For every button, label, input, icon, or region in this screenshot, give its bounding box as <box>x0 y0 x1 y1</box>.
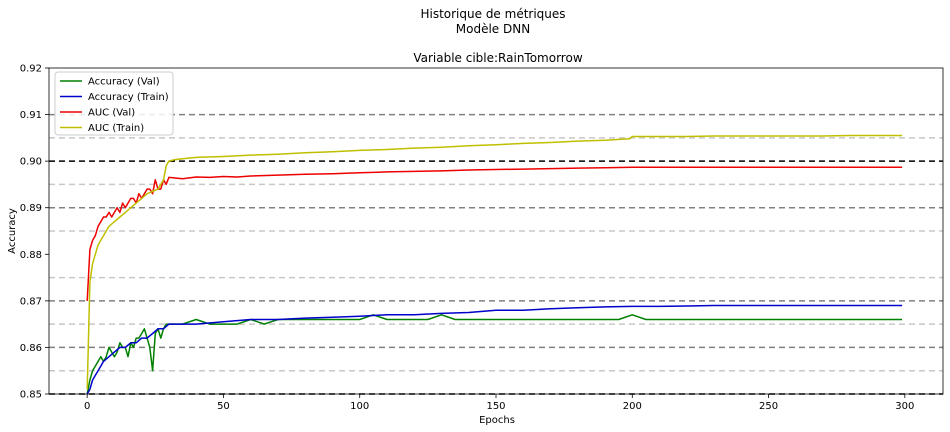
y-tick-label: 0.88 <box>20 250 42 261</box>
series-line-1 <box>86 304 903 395</box>
legend-label-3: AUC (Train) <box>88 123 144 134</box>
legend-box <box>54 71 174 136</box>
x-tick-label: 200 <box>623 401 642 412</box>
y-tick-label: 0.90 <box>20 157 42 168</box>
figure-title: Historique de métriques <box>420 7 565 21</box>
y-tick-label: 0.85 <box>20 390 42 401</box>
y-tick-label: 0.92 <box>20 64 42 75</box>
reference-lines <box>49 113 943 395</box>
x-tick-label: 150 <box>486 401 505 412</box>
x-axis-label: Epochs <box>479 415 515 426</box>
y-tick-label: 0.87 <box>20 296 42 307</box>
series-line-2 <box>86 166 903 301</box>
y-axis-label: Accuracy <box>7 208 18 254</box>
x-tick-label: 300 <box>895 401 914 412</box>
legend-label-0: Accuracy (Val) <box>88 77 160 88</box>
legend-label-1: Accuracy (Train) <box>88 92 169 103</box>
figure-subtitle: Modèle DNN <box>456 22 530 36</box>
x-tick-label: 250 <box>759 401 778 412</box>
series-line-0 <box>86 314 903 395</box>
x-tick-label: 0 <box>84 401 90 412</box>
legend-label-2: AUC (Val) <box>88 108 135 119</box>
chart-title: Variable cible:RainTomorrow <box>413 51 582 65</box>
y-tick-label: 0.89 <box>20 203 42 214</box>
y-tick-label: 0.91 <box>20 110 42 121</box>
series-line-3 <box>86 134 903 390</box>
legend: Accuracy (Val) Accuracy (Train) AUC (Val) A… <box>54 71 174 136</box>
axis-ticks: 0 50 100 150 200 250 300 0.85 0.86 0.87 0.88 0.89 0.… <box>20 64 915 413</box>
y-tick-label: 0.86 <box>20 343 42 354</box>
x-tick-label: 50 <box>217 401 230 412</box>
series-lines <box>86 134 903 395</box>
x-tick-label: 100 <box>350 401 369 412</box>
